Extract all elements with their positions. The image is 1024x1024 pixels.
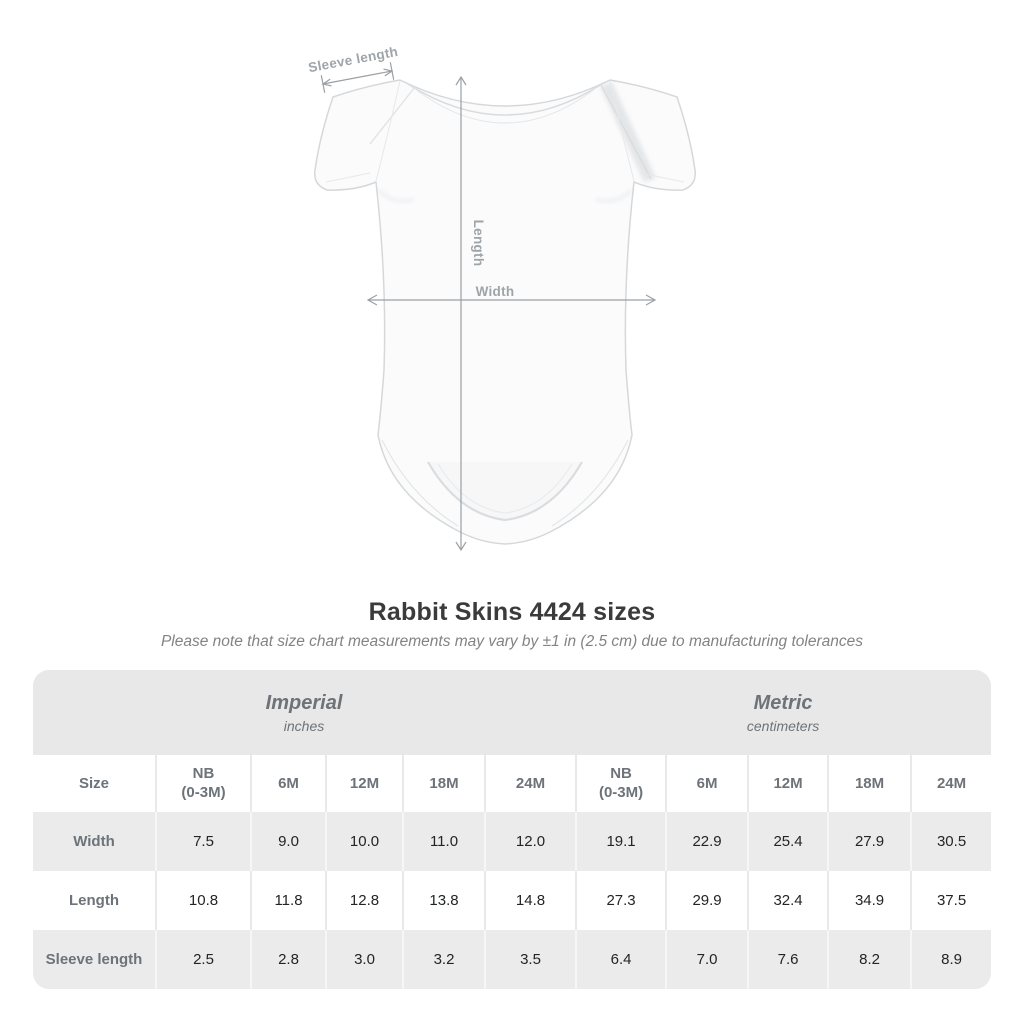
- metric-label: Metric: [753, 691, 813, 714]
- cell: 7.0: [665, 930, 747, 989]
- cell: 3.0: [325, 930, 402, 989]
- table-row-sleeve-length: Sleeve length 2.5 2.8 3.0 3.2 3.5 6.4 7.…: [33, 930, 991, 989]
- col-header-metric-nb: NB (0-3M): [575, 755, 666, 812]
- width-label: Width: [476, 284, 515, 299]
- cell: 14.8: [484, 871, 575, 930]
- cell: 27.3: [575, 871, 665, 930]
- imperial-sublabel: inches: [283, 717, 325, 734]
- table-row-width: Width 7.5 9.0 10.0 11.0 12.0 19.1 22.9 2…: [33, 812, 991, 871]
- size-corner-header: Size: [33, 755, 155, 812]
- col-header-imperial-18m: 18M: [402, 755, 484, 812]
- cell: 6.4: [575, 930, 665, 989]
- cell: 10.8: [155, 871, 250, 930]
- bodysuit-diagram: Sleeve length Length Width: [307, 44, 696, 552]
- width-arrow: [366, 294, 657, 306]
- cell: 11.0: [402, 812, 484, 871]
- col-header-metric-12m: 12M: [747, 755, 828, 812]
- cell: 2.5: [155, 930, 250, 989]
- metric-sublabel: centimeters: [746, 717, 820, 734]
- col-header-imperial-6m: 6M: [250, 755, 325, 812]
- length-arrow: [455, 75, 467, 552]
- cell: 7.6: [747, 930, 827, 989]
- sleeve-length-label: Sleeve length: [307, 44, 399, 75]
- col-header-metric-18m: 18M: [827, 755, 911, 812]
- col-header-imperial-24m: 24M: [484, 755, 576, 812]
- cell: 10.0: [325, 812, 402, 871]
- page-title: Rabbit Skins 4424 sizes: [368, 598, 656, 626]
- cell: 30.5: [910, 812, 991, 871]
- cell: 34.9: [827, 871, 910, 930]
- cell: 19.1: [575, 812, 665, 871]
- unit-group-row: Imperial inches Metric centimeters: [33, 670, 991, 755]
- cell: 13.8: [402, 871, 484, 930]
- col-header-imperial-12m: 12M: [325, 755, 402, 812]
- cell: 22.9: [665, 812, 747, 871]
- cell: 32.4: [747, 871, 827, 930]
- col-header-imperial-nb: NB (0-3M): [155, 755, 250, 812]
- cell: 7.5: [155, 812, 250, 871]
- tolerance-disclaimer: Please note that size chart measurements…: [160, 633, 864, 650]
- cell: 12.0: [484, 812, 575, 871]
- length-label: Length: [471, 220, 486, 267]
- cell: 29.9: [665, 871, 747, 930]
- col-header-metric-6m: 6M: [665, 755, 748, 812]
- column-header-row: Size NB (0-3M) 6M 12M 18M 24M NB (0-3M) …: [33, 755, 991, 812]
- cell: 8.9: [910, 930, 991, 989]
- row-label: Length: [69, 892, 119, 909]
- size-table: Imperial inches Metric centimeters Size …: [33, 670, 991, 989]
- imperial-group-header: Imperial inches: [33, 670, 576, 755]
- sleeve-length-arrow: [320, 62, 395, 93]
- metric-group-header: Metric centimeters: [575, 670, 991, 755]
- cell: 12.8: [325, 871, 402, 930]
- cell: 9.0: [250, 812, 325, 871]
- bodysuit-illustration: [314, 79, 696, 545]
- table-row-length: Length 10.8 11.8 12.8 13.8 14.8 27.3 29.…: [33, 871, 991, 930]
- row-label: Width: [73, 833, 115, 850]
- imperial-label: Imperial: [265, 691, 343, 714]
- cell: 25.4: [747, 812, 827, 871]
- row-label: Sleeve length: [45, 951, 143, 968]
- cell: 37.5: [910, 871, 991, 930]
- cell: 3.2: [402, 930, 484, 989]
- cell: 27.9: [827, 812, 910, 871]
- col-header-metric-24m: 24M: [910, 755, 991, 812]
- cell: 2.8: [250, 930, 325, 989]
- cell: 11.8: [250, 871, 325, 930]
- cell: 8.2: [827, 930, 910, 989]
- cell: 3.5: [484, 930, 575, 989]
